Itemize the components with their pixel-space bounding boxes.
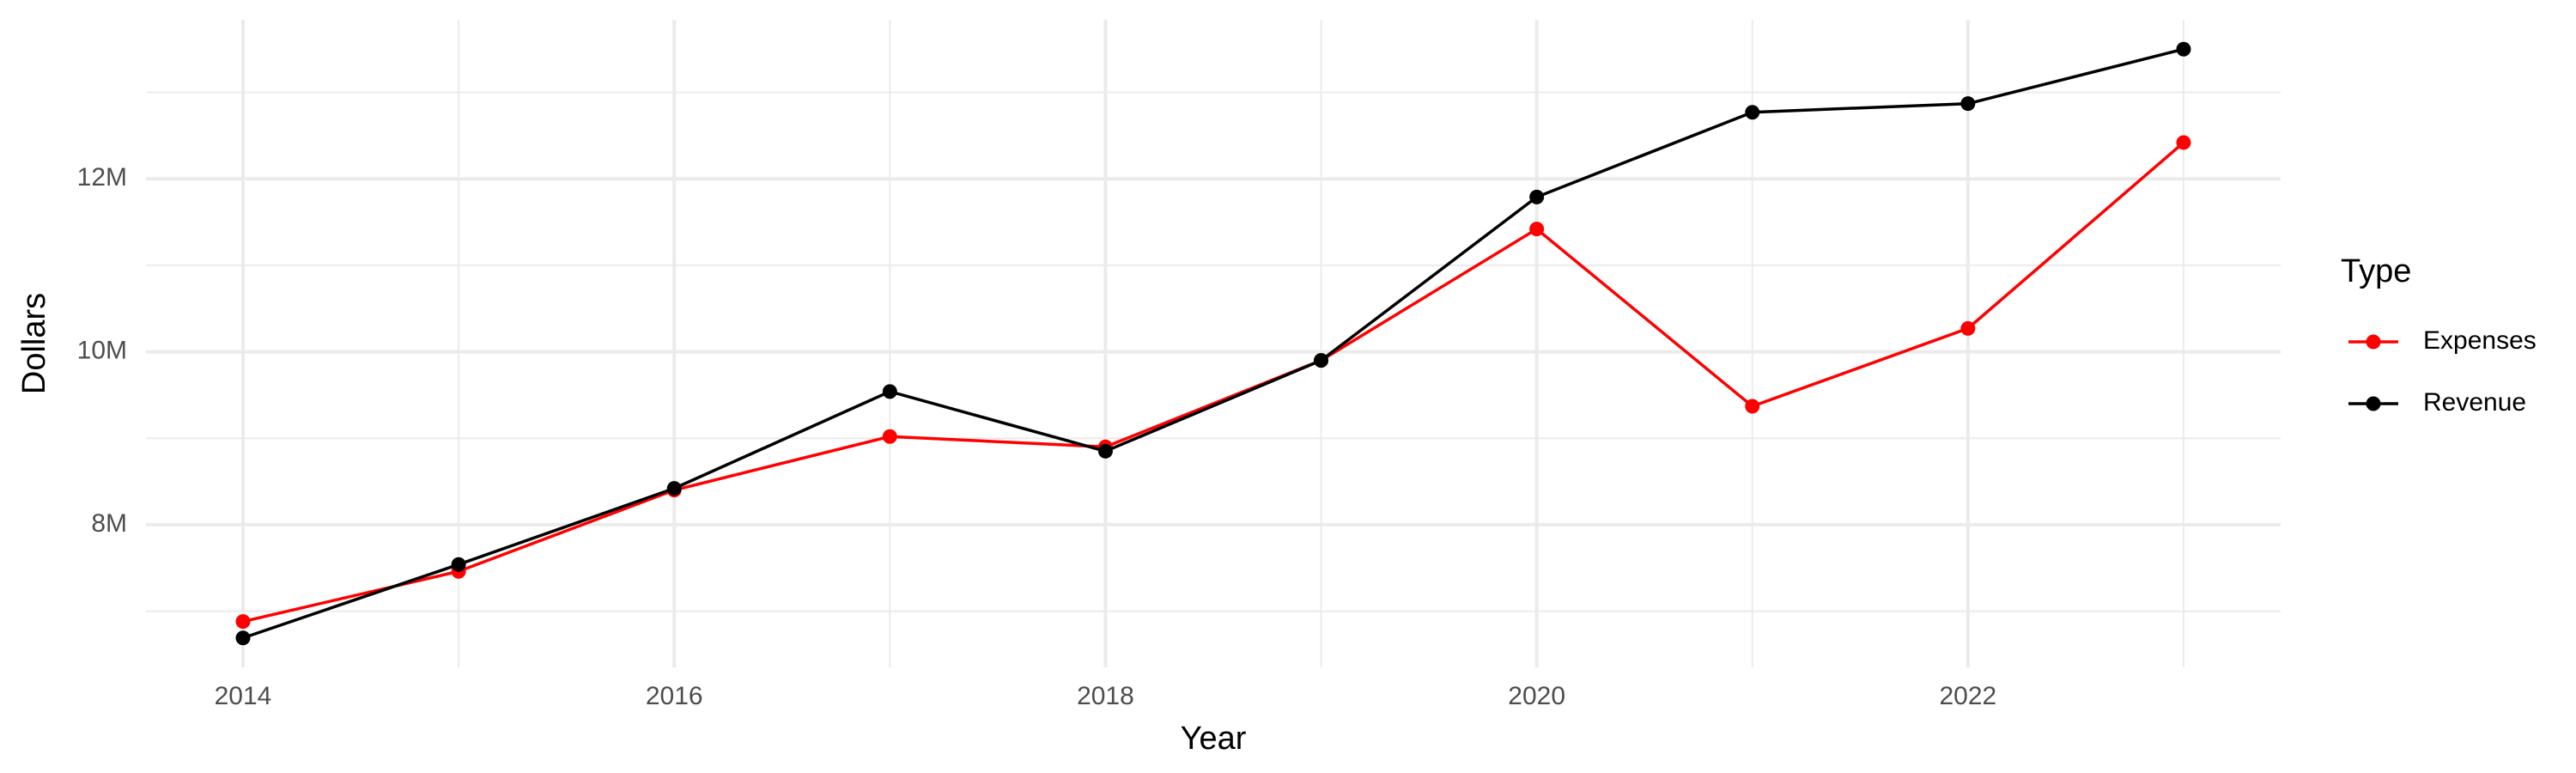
data-point — [882, 429, 897, 444]
x-axis-title: Year — [1181, 721, 1247, 757]
legend-label: Revenue — [2423, 388, 2526, 417]
x-tick-label: 2016 — [646, 682, 703, 710]
legend-label: Expenses — [2423, 326, 2537, 355]
data-point — [882, 384, 897, 399]
series-line — [242, 141, 2185, 624]
data-point — [1529, 222, 1545, 237]
data-point — [2176, 41, 2191, 57]
data-point — [235, 614, 251, 630]
data-point — [1097, 443, 1113, 459]
x-tick-label: 2020 — [1508, 682, 1565, 710]
x-tick-label: 2018 — [1077, 682, 1134, 710]
data-point — [2176, 135, 2191, 150]
y-tick-label: 10M — [77, 336, 127, 364]
data-point — [1960, 96, 1976, 112]
legend-key-point — [2366, 396, 2381, 411]
data-point — [1745, 399, 1760, 414]
data-point — [1529, 189, 1545, 204]
y-axis-title: Dollars — [16, 293, 52, 394]
series-line — [242, 47, 2184, 640]
x-tick-label: 2022 — [1940, 682, 1997, 710]
data-point — [1314, 353, 1329, 368]
data-point — [1745, 105, 1760, 120]
data-point — [235, 630, 251, 646]
data-point — [666, 481, 682, 496]
data-point — [451, 557, 466, 572]
data-point — [1960, 320, 1976, 336]
y-tick-label: 8M — [91, 509, 127, 538]
x-tick-label: 2014 — [215, 682, 272, 710]
legend-key-point — [2366, 334, 2381, 350]
y-tick-label: 12M — [77, 163, 127, 192]
legend-title: Type — [2341, 253, 2411, 289]
